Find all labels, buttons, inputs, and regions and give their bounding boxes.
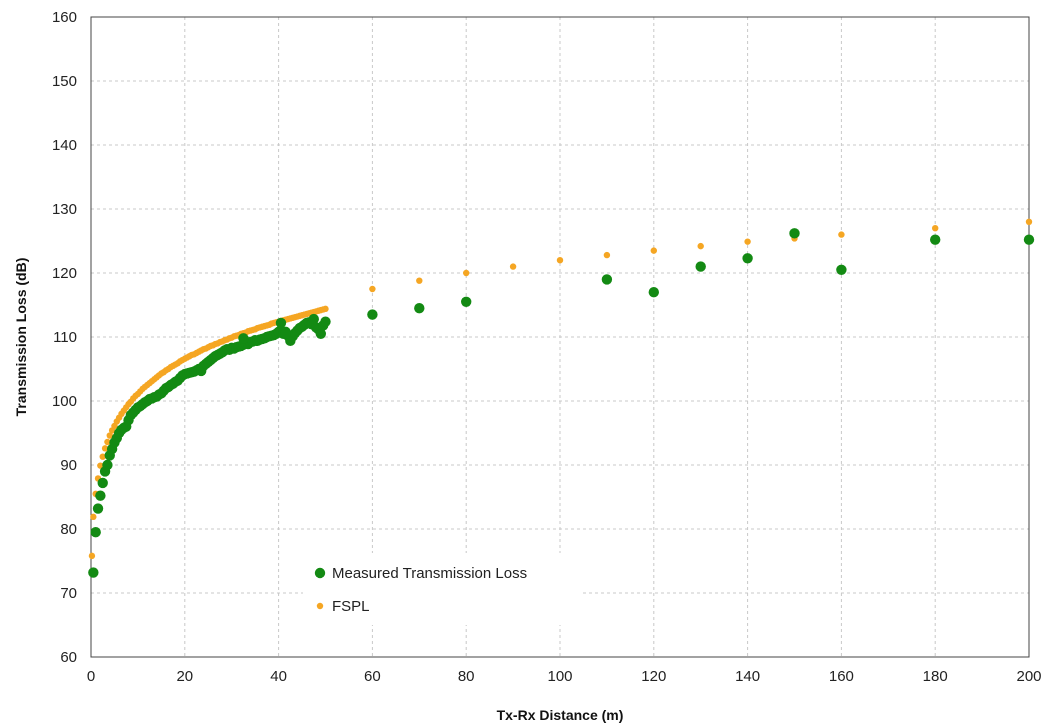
data-point	[650, 247, 657, 254]
data-point	[463, 269, 470, 277]
data-point	[90, 513, 97, 521]
y-tick-label: 130	[52, 201, 77, 218]
grid-lines	[91, 17, 1029, 657]
data-point	[101, 445, 109, 452]
data-point	[90, 527, 101, 538]
series-layer	[88, 218, 1035, 578]
data-point	[275, 317, 287, 329]
y-tick-label: 110	[53, 329, 77, 346]
data-point	[1023, 234, 1035, 245]
y-tick-label: 60	[60, 649, 77, 666]
y-tick-label: 70	[60, 585, 77, 602]
data-point	[308, 313, 319, 325]
legend-background	[303, 553, 583, 625]
y-axis-ticks: 60 70 80 90 100 110 120 130 140 150 160	[52, 9, 77, 666]
y-axis-title: Transmission Loss (dB)	[13, 258, 29, 417]
x-tick-label: 140	[735, 668, 760, 685]
x-tick-label: 20	[176, 668, 193, 685]
data-point	[367, 309, 378, 320]
data-point	[836, 264, 847, 275]
data-point	[744, 238, 751, 245]
legend: Measured Transmission Loss FSPL	[303, 553, 583, 625]
data-point	[202, 345, 210, 352]
data-point	[280, 328, 291, 339]
data-point	[648, 287, 659, 298]
x-tick-label: 200	[1016, 668, 1041, 685]
data-point	[1025, 218, 1033, 225]
series-measured	[88, 228, 1035, 578]
x-tick-label: 0	[87, 668, 95, 685]
y-tick-label: 160	[52, 9, 77, 26]
data-point	[238, 333, 249, 344]
data-point	[369, 285, 376, 293]
data-point	[315, 328, 327, 339]
x-axis-title: Tx-Rx Distance (m)	[497, 707, 624, 723]
y-tick-label: 90	[60, 457, 77, 474]
data-point	[97, 477, 108, 489]
data-point	[88, 567, 99, 578]
data-point	[461, 296, 472, 307]
x-tick-label: 60	[364, 668, 381, 685]
y-tick-label: 140	[52, 137, 77, 154]
data-point	[95, 490, 106, 501]
data-point	[742, 253, 753, 264]
data-point	[92, 503, 104, 514]
x-axis-ticks: 0 20 40 60 80 100 120 140 160 180 200	[87, 668, 1042, 685]
data-point	[789, 228, 800, 239]
data-point	[320, 316, 331, 327]
legend-label-fspl: FSPL	[332, 598, 370, 615]
data-point	[695, 261, 706, 272]
x-tick-label: 80	[458, 668, 475, 685]
y-tick-label: 150	[52, 73, 77, 90]
data-point	[838, 231, 845, 238]
y-tick-label: 80	[60, 521, 77, 538]
y-tick-label: 120	[52, 265, 77, 282]
data-point	[930, 234, 941, 245]
plot-area	[90, 16, 1030, 658]
data-point	[556, 257, 564, 264]
data-point	[183, 354, 191, 361]
data-point	[193, 349, 200, 357]
data-point	[104, 438, 111, 446]
data-point	[603, 251, 611, 259]
legend-marker-measured	[314, 567, 326, 579]
data-point	[416, 277, 423, 284]
x-tick-label: 180	[923, 668, 948, 685]
data-point	[319, 306, 327, 313]
data-point	[697, 242, 704, 250]
x-tick-label: 40	[270, 668, 287, 685]
data-point	[509, 263, 517, 270]
data-point	[932, 225, 939, 232]
data-point	[88, 552, 96, 560]
legend-marker-fspl	[316, 602, 324, 610]
data-point	[414, 303, 425, 314]
y-tick-label: 100	[52, 393, 77, 410]
x-tick-label: 160	[829, 668, 854, 685]
x-tick-label: 100	[547, 668, 572, 685]
legend-label-measured: Measured Transmission Loss	[332, 565, 527, 582]
data-point	[102, 459, 113, 471]
data-point	[601, 274, 613, 285]
x-tick-label: 120	[641, 668, 666, 685]
data-point	[99, 453, 106, 460]
data-point	[106, 432, 113, 439]
